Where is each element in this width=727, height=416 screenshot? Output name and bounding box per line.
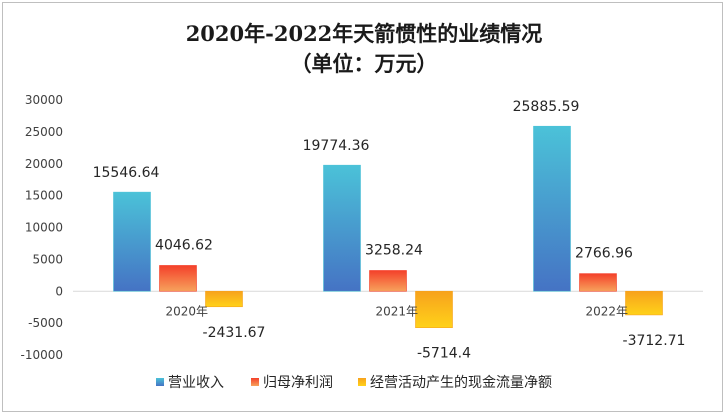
chart-subtitle: （单位：万元） [291, 51, 438, 76]
data-label-2-2: 3258.24 [365, 242, 423, 258]
bar-3-2 [415, 290, 453, 328]
category-label-3: 2022年 [585, 304, 628, 318]
category-label-2: 2021年 [375, 304, 418, 318]
chart-title: 2020年-2022年天箭惯性的业绩情况 [186, 21, 543, 46]
y-tick-label: 5000 [32, 252, 63, 266]
y-tick-label: 20000 [25, 157, 63, 171]
y-tick-label: 15000 [25, 189, 63, 203]
legend-swatch-1 [156, 378, 164, 386]
legend-swatch-2 [251, 378, 259, 386]
data-label-3-2: -5714.4 [417, 346, 471, 362]
y-tick-label: -5000 [28, 316, 63, 330]
y-tick-label: -10000 [20, 348, 63, 362]
legend-label-2: 归母净利润 [263, 374, 333, 391]
chart-svg: 2020年-2022年天箭惯性的业绩情况 （单位：万元） 30000 25000 2… [20, 21, 703, 391]
data-label-3-1: -2431.67 [203, 325, 266, 341]
bar-3-3 [625, 290, 663, 316]
data-label-1-2: 19774.36 [303, 138, 370, 154]
bar-2-2 [369, 270, 407, 292]
bar-2-3 [579, 273, 617, 292]
data-label-3-3: -3712.71 [623, 333, 686, 349]
category-label-1: 2020年 [165, 304, 208, 318]
bar-1-3 [533, 125, 571, 292]
legend-swatch-3 [358, 378, 366, 386]
bar-1-1 [113, 191, 151, 292]
legend-label-1: 营业收入 [168, 375, 224, 391]
bar-1-2 [323, 164, 361, 292]
y-tick-label: 30000 [25, 93, 63, 107]
chart-frame: 2020年-2022年天箭惯性的业绩情况 （单位：万元） 30000 25000 2… [2, 2, 723, 412]
data-label-1-1: 15546.64 [93, 165, 160, 181]
bar-3-1 [205, 290, 243, 308]
data-label-2-1: 4046.62 [155, 237, 213, 253]
y-tick-label: 0 [55, 284, 63, 298]
bar-2-1 [159, 265, 197, 292]
y-tick-label: 25000 [25, 125, 63, 139]
legend-label-3: 经营活动产生的现金流量净额 [370, 375, 552, 391]
data-label-2-3: 2766.96 [575, 246, 633, 262]
y-tick-label: 10000 [25, 221, 63, 235]
data-label-1-3: 25885.59 [513, 99, 580, 115]
